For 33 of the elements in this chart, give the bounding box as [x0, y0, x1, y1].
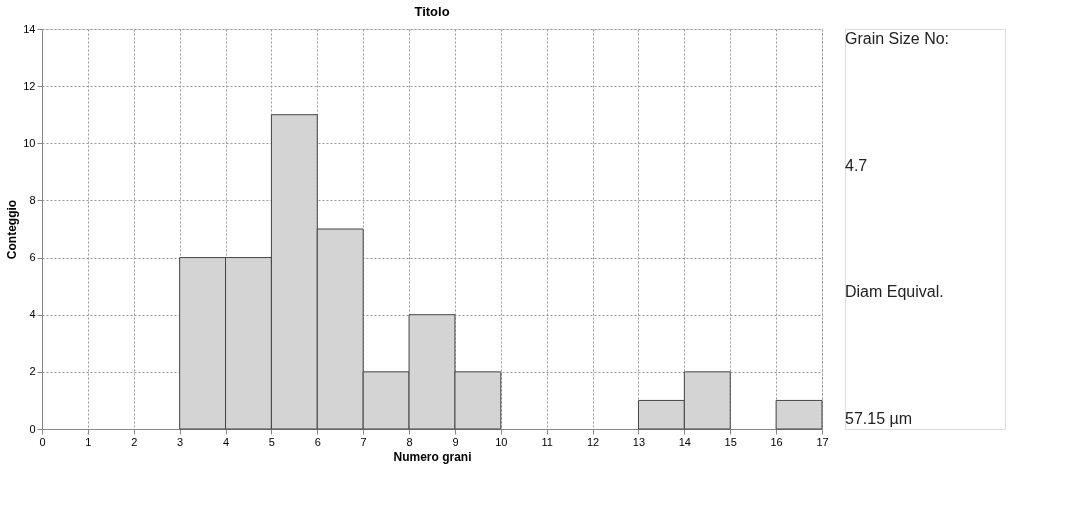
x-tick-label: 6: [314, 435, 321, 448]
x-tick-label: 12: [586, 435, 600, 448]
x-tick-label: 2: [131, 435, 138, 448]
x-tick-label: 17: [816, 435, 829, 448]
text: 4.7: [845, 156, 868, 174]
text: 57.15 µm: [845, 410, 913, 427]
x-axis-title: Numero grani: [393, 449, 472, 464]
x-tick-label: 7: [360, 435, 367, 448]
y-tick-label: 4: [29, 308, 36, 321]
text: Grain Size No:: [845, 30, 950, 47]
text: Diam Equival.: [845, 283, 944, 301]
x-tick-label: 10: [495, 435, 508, 448]
x-tick-label: 16: [770, 435, 783, 448]
x-tick-label: 4: [222, 435, 230, 448]
x-tick-label: 14: [678, 435, 691, 448]
x-tick-label: 13: [632, 435, 646, 448]
y-tick-label: 0: [29, 422, 36, 435]
y-tick-label: 12: [23, 79, 36, 92]
x-tick-label: 5: [268, 435, 275, 448]
chart-title: Titolo: [414, 4, 450, 19]
x-tick-label: 11: [541, 435, 553, 448]
y-axis-title: Conteggio: [5, 199, 20, 260]
y-tick-label: 10: [23, 136, 36, 149]
x-tick-label: 9: [452, 435, 459, 448]
y-tick-label: 14: [23, 22, 36, 35]
x-tick-label: 1: [85, 435, 92, 448]
x-tick-label: 0: [39, 435, 46, 448]
x-tick-label: 15: [724, 435, 737, 448]
y-tick-label: 2: [29, 365, 36, 378]
x-tick-label: 8: [406, 435, 413, 448]
y-tick-label: 6: [29, 251, 36, 264]
x-tick-label: 3: [177, 435, 184, 448]
y-tick-label: 8: [29, 193, 36, 206]
